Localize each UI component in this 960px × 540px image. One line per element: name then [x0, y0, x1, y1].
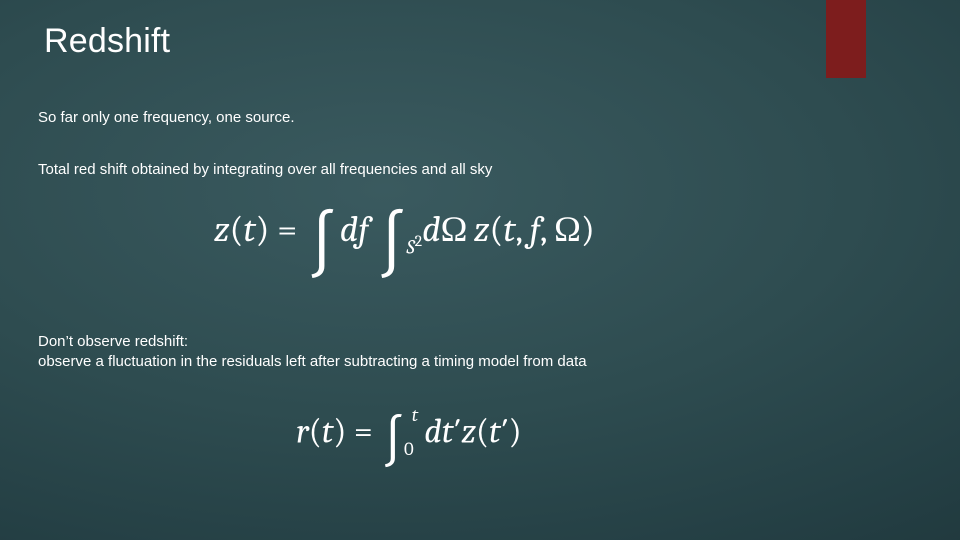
eq1-f2: f — [530, 209, 540, 250]
eq1-t: t — [243, 209, 255, 250]
eq2-r: r — [296, 412, 309, 452]
integral-icon: ∫ — [375, 218, 410, 273]
eq2-t2: t — [489, 412, 501, 452]
body-line-3a: Don’t observe redshift: — [38, 332, 188, 352]
slide: Redshift So far only one frequency, one … — [0, 0, 960, 540]
eq1-paren-open2: ( — [489, 209, 503, 250]
eq2-paren-close: ) — [333, 412, 346, 452]
eq2-tprime: t — [442, 412, 454, 452]
equation-1: z(t) = ∫df∫S2dΩz(t, f, Ω) — [214, 208, 595, 272]
eq1-d2: d — [422, 209, 440, 250]
eq1-paren-close: ) — [256, 209, 270, 250]
slide-title: Redshift — [44, 22, 170, 61]
eq1-paren-close2: ) — [581, 209, 595, 250]
eq1-paren-open: ( — [230, 209, 244, 250]
equation-2: r(t) = ∫0tdt′z(t′) — [296, 404, 522, 463]
eq2-paren-close2: ) — [509, 412, 522, 452]
body-line-3b: observe a fluctuation in the residuals l… — [38, 352, 587, 372]
integral-icon: ∫ — [380, 421, 407, 463]
eq2-paren-open: ( — [309, 412, 322, 452]
accent-bar — [826, 0, 866, 78]
eq1-int2-sub: S2 — [406, 232, 422, 259]
eq1-z: z — [214, 209, 230, 250]
eq1-f1: f — [358, 209, 368, 250]
eq2-paren-open2: ( — [476, 412, 489, 452]
eq2-z: z — [461, 412, 476, 452]
eq2-lower-bound: 0 — [404, 438, 414, 460]
eq1-equals: = — [269, 209, 305, 250]
eq1-z2: z — [474, 209, 490, 250]
eq2-t: t — [322, 412, 334, 452]
eq2-upper-bound: t — [412, 404, 418, 426]
eq1-omega1: Ω — [441, 209, 468, 250]
eq1-t2: t — [503, 209, 515, 250]
eq1-comma1: , — [515, 209, 529, 250]
body-line-1: So far only one frequency, one source. — [38, 108, 295, 128]
body-line-2: Total red shift obtained by integrating … — [38, 160, 492, 180]
eq2-equals: = — [346, 412, 380, 452]
eq1-omega2: Ω — [554, 209, 581, 250]
eq1-comma2: , — [540, 209, 554, 250]
eq1-d1: d — [340, 209, 358, 250]
integral-icon: ∫ — [305, 218, 340, 273]
eq2-prime2: ′ — [501, 412, 509, 452]
eq2-d: d — [424, 412, 441, 452]
